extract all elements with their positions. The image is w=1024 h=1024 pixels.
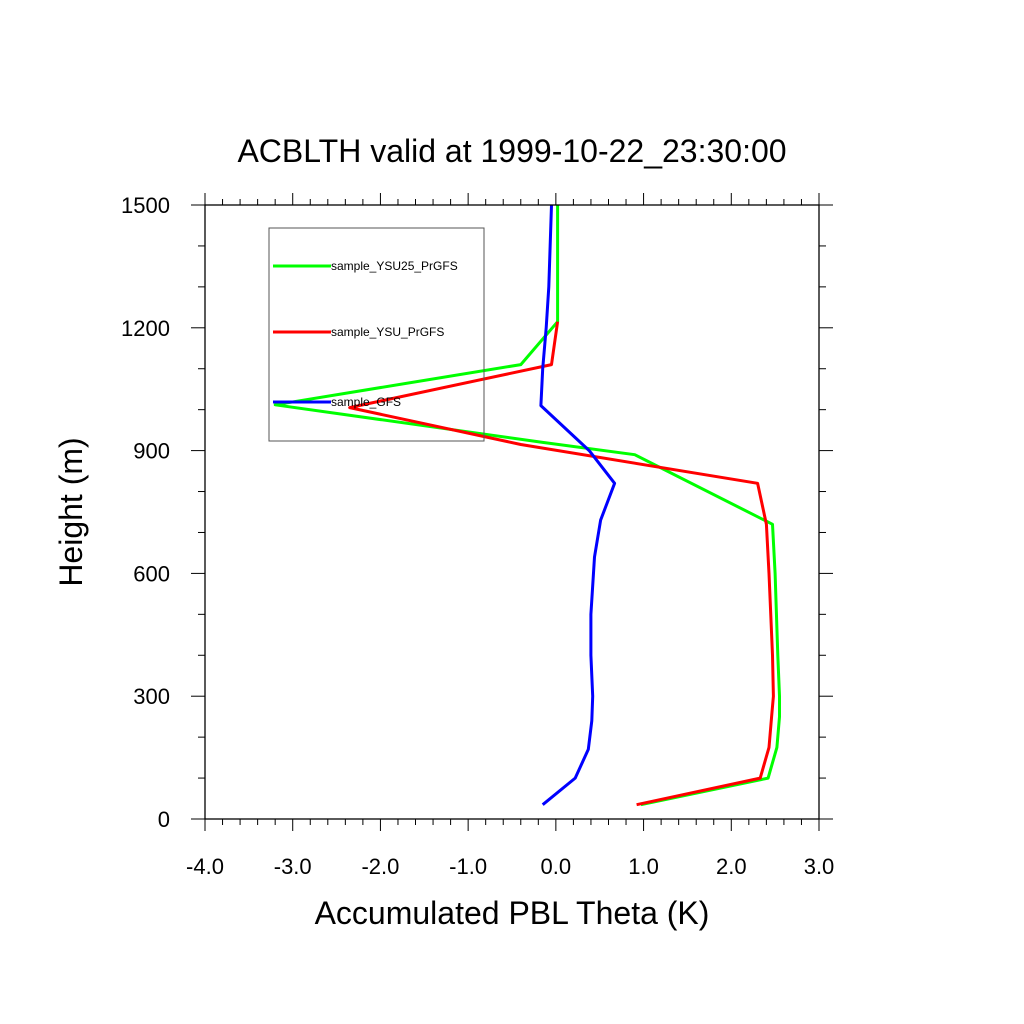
plot-frame bbox=[204, 204, 820, 820]
series-lines bbox=[273, 204, 781, 807]
y-tick-labels: 0 300 600 900 1200 1500 bbox=[121, 193, 170, 832]
x-tick-label: -3.0 bbox=[274, 854, 312, 879]
y-tick-label: 900 bbox=[133, 439, 170, 464]
x-tick-label: -1.0 bbox=[449, 854, 487, 879]
series-line-sample_GFS bbox=[539, 204, 617, 806]
x-axis-label: Accumulated PBL Theta (K) bbox=[315, 895, 710, 931]
y-tick-label: 0 bbox=[158, 807, 170, 832]
y-tick-label: 1200 bbox=[121, 316, 170, 341]
chart-title: ACBLTH valid at 1999-10-22_23:30:00 bbox=[237, 133, 786, 169]
ticks bbox=[191, 193, 833, 831]
legend-label: sample_GFS bbox=[331, 395, 401, 409]
legend-box bbox=[268, 227, 485, 442]
y-tick-label: 1500 bbox=[121, 193, 170, 218]
legend: sample_YSU25_PrGFS sample_YSU_PrGFSsample… bbox=[268, 227, 485, 442]
x-tick-label: 1.0 bbox=[628, 854, 659, 879]
x-tick-label: 0.0 bbox=[541, 854, 572, 879]
y-tick-label: 600 bbox=[133, 561, 170, 586]
x-tick-label: 3.0 bbox=[804, 854, 835, 879]
series-line-sample_YSU25_PrGFS bbox=[273, 205, 781, 807]
series-line-sample_YSU_PrGFS bbox=[348, 321, 775, 807]
legend-label: sample_YSU_PrGFS bbox=[331, 325, 444, 339]
legend-label: sample_YSU25_PrGFS bbox=[331, 259, 458, 273]
x-tick-label: -4.0 bbox=[186, 854, 224, 879]
x-tick-label: -2.0 bbox=[361, 854, 399, 879]
y-tick-label: 300 bbox=[133, 684, 170, 709]
x-tick-label: 2.0 bbox=[716, 854, 747, 879]
y-axis-label: Height (m) bbox=[53, 437, 89, 586]
x-tick-labels: -4.0 -3.0 -2.0 -1.0 0.0 1.0 2.0 3.0 bbox=[186, 854, 834, 879]
